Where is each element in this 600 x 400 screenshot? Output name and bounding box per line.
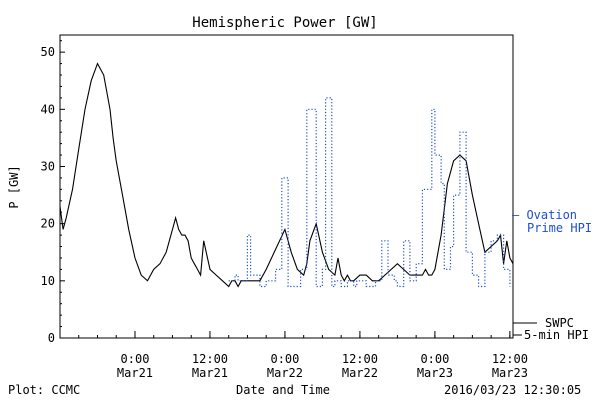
x-axis-label: Date and Time [236, 383, 330, 397]
legend-swpc-line1: SWPC [545, 316, 574, 330]
footer-timestamp: 2016/03/23 12:30:05 [444, 383, 582, 397]
x-axis: 0:00Mar2112:00Mar210:00Mar2212:00Mar220:… [59, 331, 528, 380]
x-tick-label: 12:00 [192, 352, 228, 366]
plot-area-frame [59, 34, 514, 339]
x-tick-label: 12:00 [342, 352, 378, 366]
x-tick-label: 0:00 [270, 352, 299, 366]
legend: — Ovation Prime HPI SWPC 5-min HPI [512, 208, 592, 342]
y-tick-label: 10 [41, 274, 55, 288]
x-tick-label: 0:00 [121, 352, 150, 366]
x-tick-label: Mar22 [267, 366, 303, 380]
swpc-hpi-line [59, 62, 514, 288]
y-tick-label: 40 [41, 102, 55, 116]
x-tick-label: Mar23 [417, 366, 453, 380]
x-tick-label: Mar21 [192, 366, 228, 380]
y-axis: 0 10 20 30 40 50 [41, 40, 65, 345]
x-tick-label: 0:00 [420, 352, 449, 366]
x-tick-label: Mar23 [492, 366, 528, 380]
y-tick-label: 0 [48, 331, 55, 345]
legend-ovation-line2: Prime HPI [527, 221, 592, 235]
series-layer [59, 62, 514, 288]
y-tick-label: 20 [41, 217, 55, 231]
x-tick-label: 12:00 [492, 352, 528, 366]
legend-swpc-line2: 5-min HPI [524, 328, 589, 342]
x-tick-label: Mar21 [117, 366, 153, 380]
y-tick-label: 50 [41, 45, 55, 59]
chart-title: Hemispheric Power [GW] [192, 15, 377, 31]
y-tick-label: 30 [41, 159, 55, 173]
legend-ovation-line1: — Ovation [512, 208, 577, 222]
y-axis-label: P [GW] [7, 165, 21, 208]
footer-credit: Plot: CCMC [8, 383, 81, 397]
x-tick-label: Mar22 [342, 366, 378, 380]
